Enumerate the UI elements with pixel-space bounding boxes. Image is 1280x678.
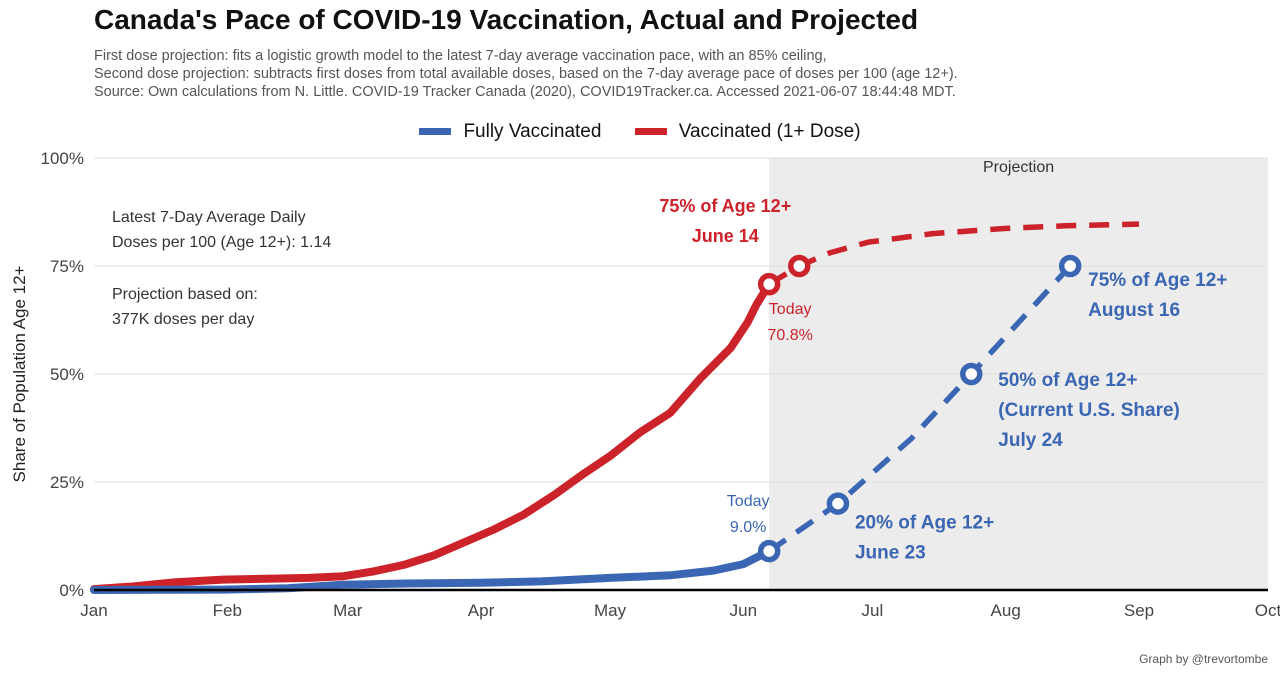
annotation-5-line-1: August 16 xyxy=(1088,300,1180,321)
annotation-0-line-0: Today xyxy=(769,301,812,318)
marker-fully-2 xyxy=(757,539,781,563)
annotation-4-line-1: (Current U.S. Share) xyxy=(998,400,1180,421)
x-tick-label-2: Mar xyxy=(333,601,363,620)
x-tick-label-9: Oct xyxy=(1255,601,1280,620)
projection-label: Projection xyxy=(983,159,1054,176)
annotation-4-line-0: 50% of Age 12+ xyxy=(998,370,1137,391)
x-tick-label-0: Jan xyxy=(80,601,107,620)
series-fully-actual-line xyxy=(90,547,774,594)
marker-fully-3 xyxy=(826,492,850,515)
subtitle-line-1: First dose projection: fits a logistic g… xyxy=(94,48,827,64)
note-pace-line1: Latest 7-Day Average Daily xyxy=(112,209,306,226)
legend-item-first-dose: Vaccinated (1+ Dose) xyxy=(634,120,861,143)
note-basis-line1: Projection based on: xyxy=(112,286,258,303)
legend-item-fully: Fully Vaccinated xyxy=(419,121,601,143)
y-tick-label-3: 75% xyxy=(50,257,84,276)
x-tick-label-8: Sep xyxy=(1124,601,1154,620)
annotation-4-line-2: July 24 xyxy=(998,430,1063,451)
subtitle-line-3: Source: Own calculations from N. Little.… xyxy=(94,84,956,100)
annotation-1-line-1: June 14 xyxy=(692,226,759,246)
x-tick-label-1: Feb xyxy=(213,601,242,620)
marker-first-dose-1 xyxy=(788,254,811,278)
y-axis-title: Share of Population Age 12+ xyxy=(10,265,29,482)
marker-fully-5 xyxy=(1058,254,1082,278)
series-fully-projected-line xyxy=(767,264,1073,554)
annotation-3-line-0: 20% of Age 12+ xyxy=(855,513,994,534)
annotation-1-line-0: 75% of Age 12+ xyxy=(659,196,791,216)
x-tick-label-5: Jun xyxy=(730,601,757,620)
x-tick-label-6: Jul xyxy=(861,601,883,620)
annotation-2-line-0: Today xyxy=(727,493,770,510)
annotation-0-line-1: 70.8% xyxy=(767,327,812,344)
legend-label-first-dose: Vaccinated (1+ Dose) xyxy=(678,120,861,142)
y-tick-label-0: 0% xyxy=(59,581,84,600)
note-basis-line2: 377K doses per day xyxy=(112,311,254,328)
x-tick-label-4: May xyxy=(594,601,627,620)
x-tick-label-3: Apr xyxy=(468,601,495,620)
subtitle-line-2: Second dose projection: subtracts first … xyxy=(94,66,958,82)
annotation-2-line-1: 9.0% xyxy=(730,519,766,536)
annotation-3-line-1: June 23 xyxy=(855,543,926,564)
y-tick-label-1: 25% xyxy=(50,473,84,492)
y-tick-label-2: 50% xyxy=(50,365,84,384)
chart-title: Canada's Pace of COVID-19 Vaccination, A… xyxy=(94,4,919,35)
x-tick-label-7: Aug xyxy=(991,601,1021,620)
series-first-dose-actual-line xyxy=(90,280,774,594)
footer-credit: Graph by @trevortombe xyxy=(1139,652,1268,666)
marker-fully-4 xyxy=(960,362,983,386)
legend-key-fully xyxy=(419,128,452,135)
legend-label-fully: Fully Vaccinated xyxy=(463,120,602,142)
legend: Fully Vaccinated Vaccinated (1+ Dose) xyxy=(0,119,1280,143)
note-pace-line2: Doses per 100 (Age 12+): 1.14 xyxy=(112,234,331,251)
legend-key-first-dose xyxy=(634,128,667,135)
y-tick-label-4: 100% xyxy=(41,149,84,168)
marker-first-dose-0 xyxy=(757,272,781,296)
annotation-5-line-0: 75% of Age 12+ xyxy=(1088,270,1227,291)
